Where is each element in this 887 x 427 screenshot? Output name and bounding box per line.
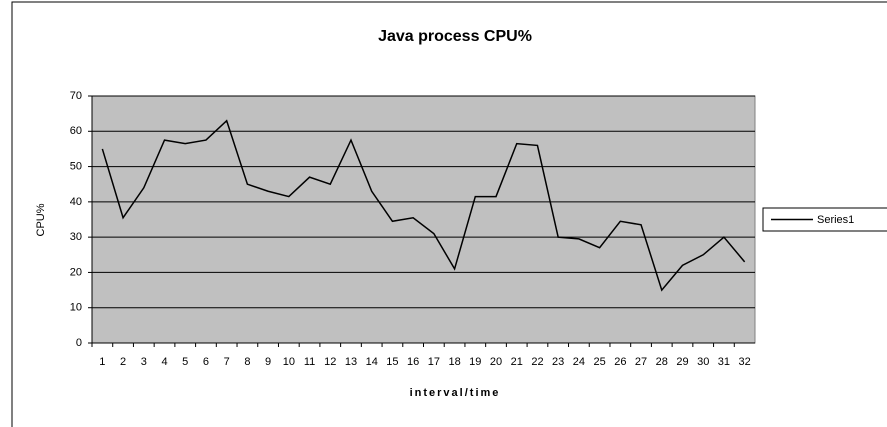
x-tick-label: 15	[386, 356, 398, 368]
x-tick-label: 16	[407, 356, 419, 368]
x-tick-label: 30	[697, 356, 709, 368]
x-axis-label: interval/time	[410, 387, 501, 399]
x-tick-label: 20	[490, 356, 502, 368]
y-tick-label: 40	[70, 196, 82, 208]
x-tick-label: 1	[99, 356, 105, 368]
x-tick-label: 12	[324, 356, 336, 368]
x-tick-label: 11	[304, 356, 315, 368]
x-tick-label: 5	[182, 356, 188, 368]
y-tick-label: 10	[70, 302, 82, 314]
series-line	[101, 119, 746, 292]
y-tick-label: 60	[70, 125, 82, 137]
x-tick-label: 10	[283, 356, 295, 368]
legend-box	[762, 207, 887, 232]
x-tick-label: 4	[161, 356, 167, 368]
x-tick-label: 27	[635, 356, 647, 368]
chart-title: Java process CPU%	[378, 28, 532, 45]
y-tick-label: 50	[70, 160, 82, 172]
x-tick-label: 26	[614, 356, 626, 368]
x-tick-label: 9	[265, 356, 271, 368]
y-tick-label: 20	[70, 266, 82, 278]
x-tick-label: 19	[469, 356, 481, 368]
x-tick-label: 32	[739, 356, 751, 368]
x-tick-label: 13	[345, 356, 357, 368]
x-tick-label: 28	[656, 356, 668, 368]
x-tick-label: 7	[224, 356, 230, 368]
y-tick-label: 30	[70, 231, 82, 243]
x-tick-label: 23	[552, 356, 564, 368]
plot-area	[91, 95, 756, 344]
x-tick-label: 14	[366, 356, 378, 368]
x-tick-label: 31	[718, 356, 730, 368]
x-tick-label: 21	[511, 356, 523, 368]
x-tick-label: 29	[676, 356, 688, 368]
x-tick-label: 24	[573, 356, 585, 368]
y-axis-label: CPU%	[35, 203, 47, 236]
x-tick-label: 2	[120, 356, 126, 368]
y-tick-label: 70	[70, 90, 82, 102]
x-tick-label: 6	[203, 356, 209, 368]
x-tick-label: 22	[531, 356, 543, 368]
x-tick-label: 18	[448, 356, 460, 368]
x-tick-label: 8	[244, 356, 250, 368]
legend-label: Series1	[817, 214, 854, 226]
x-tick-label: 17	[428, 356, 440, 368]
x-tick-label: 3	[141, 356, 147, 368]
y-tick-label: 0	[76, 337, 82, 349]
x-tick-label: 25	[593, 356, 605, 368]
